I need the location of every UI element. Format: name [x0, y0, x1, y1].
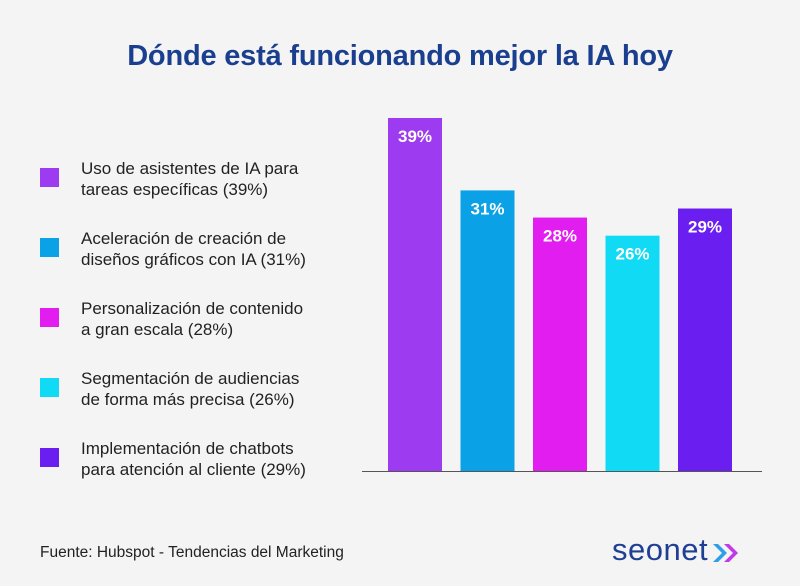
bar-value-label: 29% — [688, 218, 722, 237]
bar-value-label: 26% — [615, 245, 649, 264]
legend-label: Segmentación de audiencias de forma más … — [81, 369, 300, 409]
legend-label: Implementación de chatbots para atención… — [81, 439, 306, 479]
brand-logo: seonet — [612, 532, 741, 568]
bar — [533, 217, 587, 471]
double-chevron-icon — [713, 544, 739, 562]
legend-swatch — [40, 238, 59, 257]
legend-swatch — [40, 308, 59, 327]
bar-value-label: 28% — [543, 227, 577, 246]
legend-label: Uso de asistentes de IA para tareas espe… — [81, 159, 299, 199]
legend-item: Aceleración de creación de diseños gráfi… — [40, 228, 370, 270]
legend-swatch — [40, 168, 59, 187]
legend-item: Segmentación de audiencias de forma más … — [40, 368, 370, 410]
bar — [460, 190, 515, 471]
bar — [388, 118, 442, 471]
legend-swatch — [40, 448, 59, 467]
legend-label: Aceleración de creación de diseños gráfi… — [81, 229, 306, 269]
legend-item: Uso de asistentes de IA para tareas espe… — [40, 158, 370, 200]
bar — [678, 208, 732, 471]
bar-value-label: 31% — [470, 199, 504, 218]
legend-label: Personalización de contenido a gran esca… — [81, 299, 304, 339]
legend-item: Personalización de contenido a gran esca… — [40, 298, 370, 340]
chart-title: Dónde está funcionando mejor la IA hoy — [127, 40, 673, 72]
legend-swatch — [40, 378, 59, 397]
bar-value-label: 39% — [398, 127, 432, 146]
source-note: Fuente: Hubspot - Tendencias del Marketi… — [40, 544, 344, 561]
legend-item: Implementación de chatbots para atención… — [40, 438, 370, 480]
bar — [605, 235, 660, 471]
brand-name: seonet — [612, 532, 709, 567]
